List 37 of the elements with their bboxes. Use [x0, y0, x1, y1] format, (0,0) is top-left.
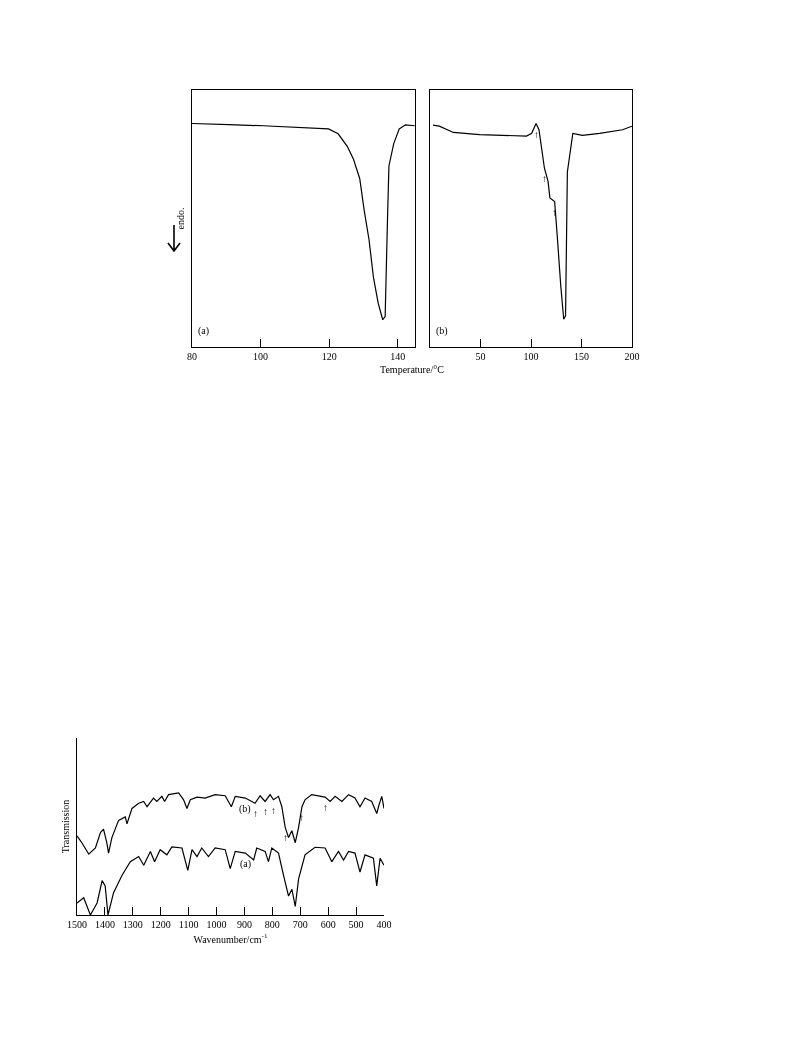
x-axis-title: Temperature/°C: [380, 364, 445, 375]
x-tick-label: 1500: [67, 919, 87, 930]
x-tick-label: 1400: [94, 919, 115, 930]
x-tick-label: 900: [236, 919, 252, 930]
y-axis-title: Transmission: [60, 799, 71, 854]
x-tick-label: 600: [320, 919, 336, 930]
x-tick-label: 500: [348, 919, 364, 930]
annotation: ↑: [253, 808, 258, 819]
annotation: ↑: [552, 207, 557, 218]
annotation: (a): [240, 858, 252, 870]
x-tick-label: 100: [523, 351, 539, 362]
x-tick-label: 100: [253, 351, 269, 362]
annotation: ↑: [534, 129, 539, 140]
annotation: ↑: [263, 806, 268, 817]
x-tick-label: 140: [390, 351, 406, 362]
annotation: ↑: [542, 173, 547, 184]
annotation: ↑: [271, 805, 276, 816]
x-tick-label: 150: [574, 351, 589, 362]
annotation: ↑: [299, 812, 304, 823]
annotation: (b): [239, 803, 251, 815]
x-tick-label: 1300: [122, 919, 143, 930]
x-tick-label: 80: [187, 351, 197, 362]
y-axis-title: endo.: [175, 207, 186, 230]
x-tick-label: 1200: [150, 919, 171, 930]
annotation: (a): [198, 325, 210, 337]
x-tick-label: 200: [624, 351, 640, 362]
x-tick-label: 1100: [178, 919, 199, 930]
x-tick-label: 400: [376, 919, 392, 930]
x-axis-title: Wavenumber/cm$^{-1}$: [193, 932, 268, 945]
annotation: (b): [436, 325, 448, 337]
annotation: ↑: [283, 832, 288, 843]
x-tick-label: 1000: [206, 919, 227, 930]
annotation: ↑: [323, 802, 328, 813]
x-tick-label: 120: [321, 351, 337, 362]
x-tick-label: 700: [292, 919, 308, 930]
x-tick-label: 800: [264, 919, 280, 930]
x-tick-label: 50: [475, 351, 486, 362]
